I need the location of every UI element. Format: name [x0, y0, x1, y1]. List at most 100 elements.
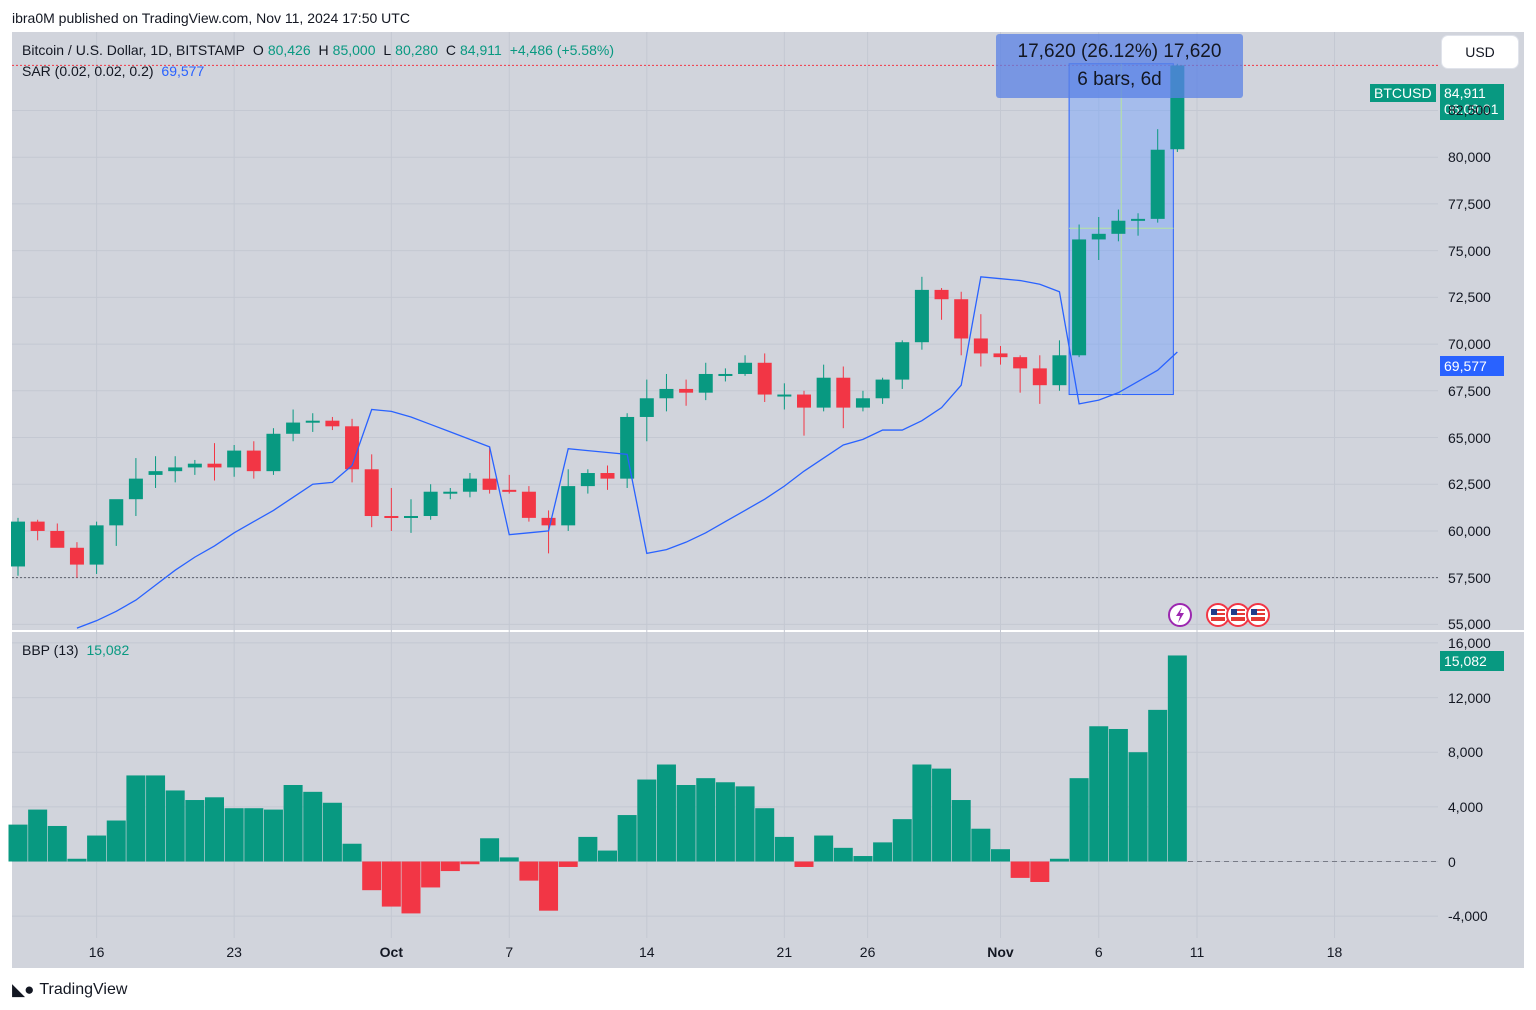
bbp-label: BBP (13) [22, 642, 79, 658]
tradingview-logo[interactable]: ◣● TradingView [12, 980, 127, 1000]
time-tick-label: 26 [859, 944, 876, 960]
bbp-tick-label: 16,000 [1448, 634, 1491, 651]
bbp-bar [47, 825, 67, 862]
bbp-bar [303, 791, 323, 862]
price-tick-label: 75,000 [1448, 242, 1491, 259]
time-tick-label: Nov [987, 944, 1014, 960]
bbp-bar [794, 861, 814, 867]
candle-body [777, 394, 792, 397]
candle-body [659, 388, 674, 399]
bbp-bar [362, 861, 382, 891]
symbol-legend: Bitcoin / U.S. Dollar, 1D, BITSTAMP O 80,… [22, 42, 618, 58]
candle-body [423, 491, 438, 517]
bbp-bar [244, 808, 264, 862]
bbp-bar [951, 800, 971, 862]
price-tick-label: 65,000 [1448, 429, 1491, 446]
candle-body [89, 525, 104, 565]
candle-body [246, 450, 261, 472]
price-tick-label: 72,500 [1448, 289, 1491, 306]
bbp-pane-background [12, 632, 1524, 938]
candle-body [207, 463, 222, 468]
bbp-bar [1030, 861, 1050, 882]
published-line: ibra0M published on TradingView.com, Nov… [12, 10, 410, 26]
price-tick-label: 70,000 [1448, 336, 1491, 353]
candle-body [797, 394, 811, 408]
candle-body [914, 289, 929, 343]
high-label: H [318, 42, 329, 58]
symbol-title[interactable]: Bitcoin / U.S. Dollar, 1D, BITSTAMP [22, 42, 246, 58]
sar-price-tag: 69,577 [1440, 356, 1504, 376]
bbp-bar [322, 802, 342, 862]
candle-body [600, 473, 615, 479]
candle-body [718, 373, 733, 376]
bbp-tick-label: 0 [1448, 853, 1456, 870]
candle-body [404, 516, 418, 519]
close-value: 84,911 [460, 42, 502, 58]
bbp-bar [814, 835, 834, 862]
close-label: C [445, 42, 457, 58]
flag-canton [1211, 609, 1217, 615]
bbp-bar [440, 861, 460, 872]
candle-body [187, 463, 202, 468]
price-tick-label: 67,500 [1448, 382, 1491, 399]
bbp-bar [539, 861, 559, 911]
bbp-bar [696, 778, 716, 862]
candle-body [502, 489, 517, 492]
bbp-bar [774, 836, 794, 862]
time-tick-label: 11 [1189, 944, 1205, 960]
bbp-bar [912, 764, 932, 862]
candle-body [1150, 149, 1165, 219]
bbp-bar [480, 838, 500, 862]
low-value: 80,280 [395, 42, 438, 58]
sar-legend[interactable]: SAR (0.02, 0.02, 0.2) 69,577 [22, 63, 208, 79]
time-tick-label: 7 [505, 944, 514, 960]
bar-countdown: 06:09:01 [1444, 101, 1499, 117]
bbp-bar [1069, 778, 1089, 862]
time-tick-label: 21 [776, 944, 793, 960]
candle-body [1013, 357, 1028, 369]
bbp-bar [224, 808, 244, 862]
candle-body [993, 353, 1008, 358]
candle-body [1052, 355, 1067, 386]
flag-stripe [1211, 611, 1225, 613]
candle-body [973, 338, 988, 354]
candle-body [168, 467, 183, 472]
bbp-bar [263, 809, 283, 862]
bbp-bar [892, 819, 912, 862]
candle-body [482, 478, 497, 490]
measure-readout: 17,620 (26.12%) 17,620 6 bars, 6d [996, 34, 1243, 98]
candle-body [954, 299, 969, 339]
tradingview-mark-icon: ◣● [12, 980, 34, 999]
flag-stripe [1251, 611, 1265, 613]
bbp-bar [617, 815, 637, 862]
bbp-bar [991, 849, 1010, 862]
bbp-tick-label: 12,000 [1448, 689, 1491, 706]
bbp-bar [833, 847, 853, 862]
measure-bars: 6 bars, 6d [1077, 69, 1162, 90]
candle-body [325, 420, 340, 427]
candle-body [679, 388, 694, 393]
candle-body [698, 373, 713, 393]
flag-stripe [1231, 611, 1245, 613]
bbp-bar [499, 857, 519, 862]
high-value: 85,000 [332, 42, 376, 58]
bbp-bar [598, 850, 617, 862]
candle-body [69, 547, 84, 565]
price-tick-label: 77,500 [1448, 195, 1491, 212]
price-tick-label: 80,000 [1448, 149, 1491, 166]
bbp-bar [755, 808, 775, 862]
candle-body [462, 478, 477, 492]
candle-body [934, 289, 949, 300]
bbp-legend[interactable]: BBP (13) 15,082 [22, 642, 133, 658]
candle-body [580, 473, 595, 487]
bbp-bar [87, 835, 107, 862]
currency-button[interactable]: USD [1442, 36, 1518, 68]
bbp-bar [146, 775, 166, 862]
price-tick-label: 57,500 [1448, 569, 1491, 586]
bbp-bar [205, 797, 224, 862]
candle-body [384, 516, 399, 519]
bbp-bar [932, 768, 952, 862]
bbp-bar [1167, 655, 1187, 862]
